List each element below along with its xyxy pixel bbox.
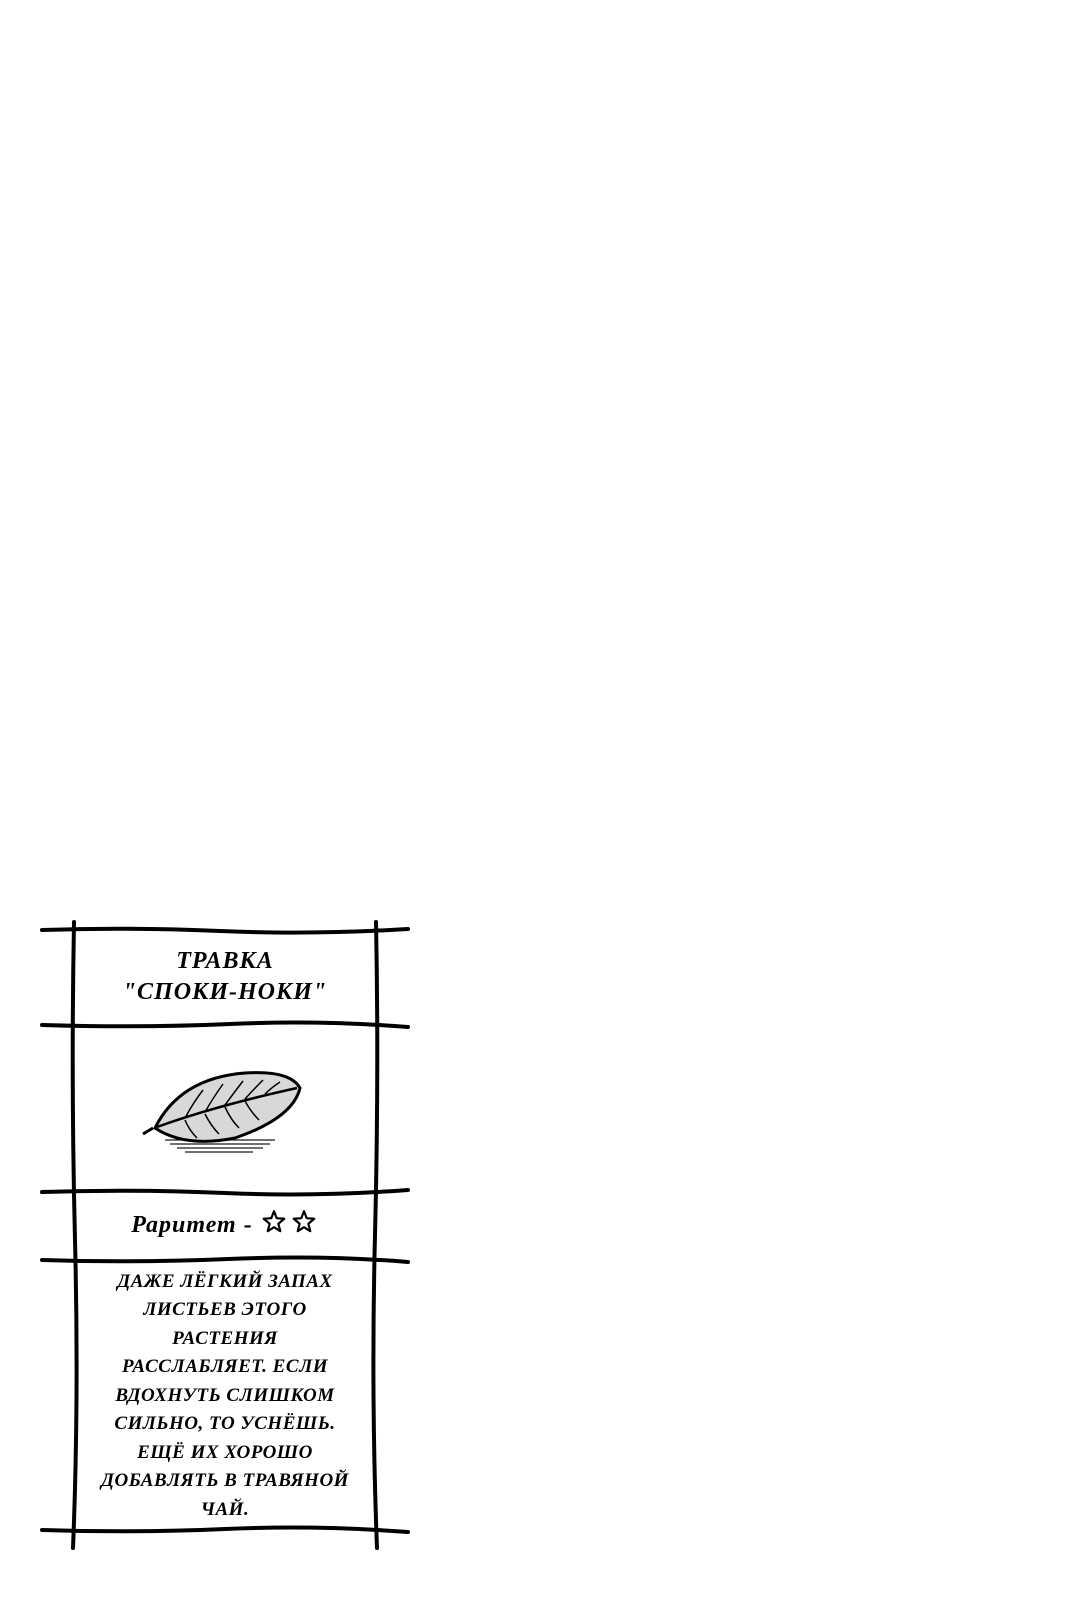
card-description-cell: Даже лёгкий запах листьев этого растения…: [75, 1265, 375, 1527]
star-icon: [291, 1209, 317, 1235]
card-title-line1: Травка: [176, 946, 274, 977]
leaf-icon: [125, 1048, 325, 1168]
card-description-text: Даже лёгкий запах листьев этого растения…: [97, 1268, 353, 1525]
star-icon: [261, 1209, 287, 1235]
card-title-line2: "Споки-ноки": [123, 977, 328, 1008]
rarity-label: Раритет -: [131, 1212, 252, 1239]
card-image-cell: [75, 1028, 375, 1188]
rarity-stars: [259, 1209, 319, 1242]
card-rarity-cell: Раритет -: [75, 1195, 375, 1255]
card-title-cell: Травка "Споки-ноки": [75, 932, 375, 1022]
